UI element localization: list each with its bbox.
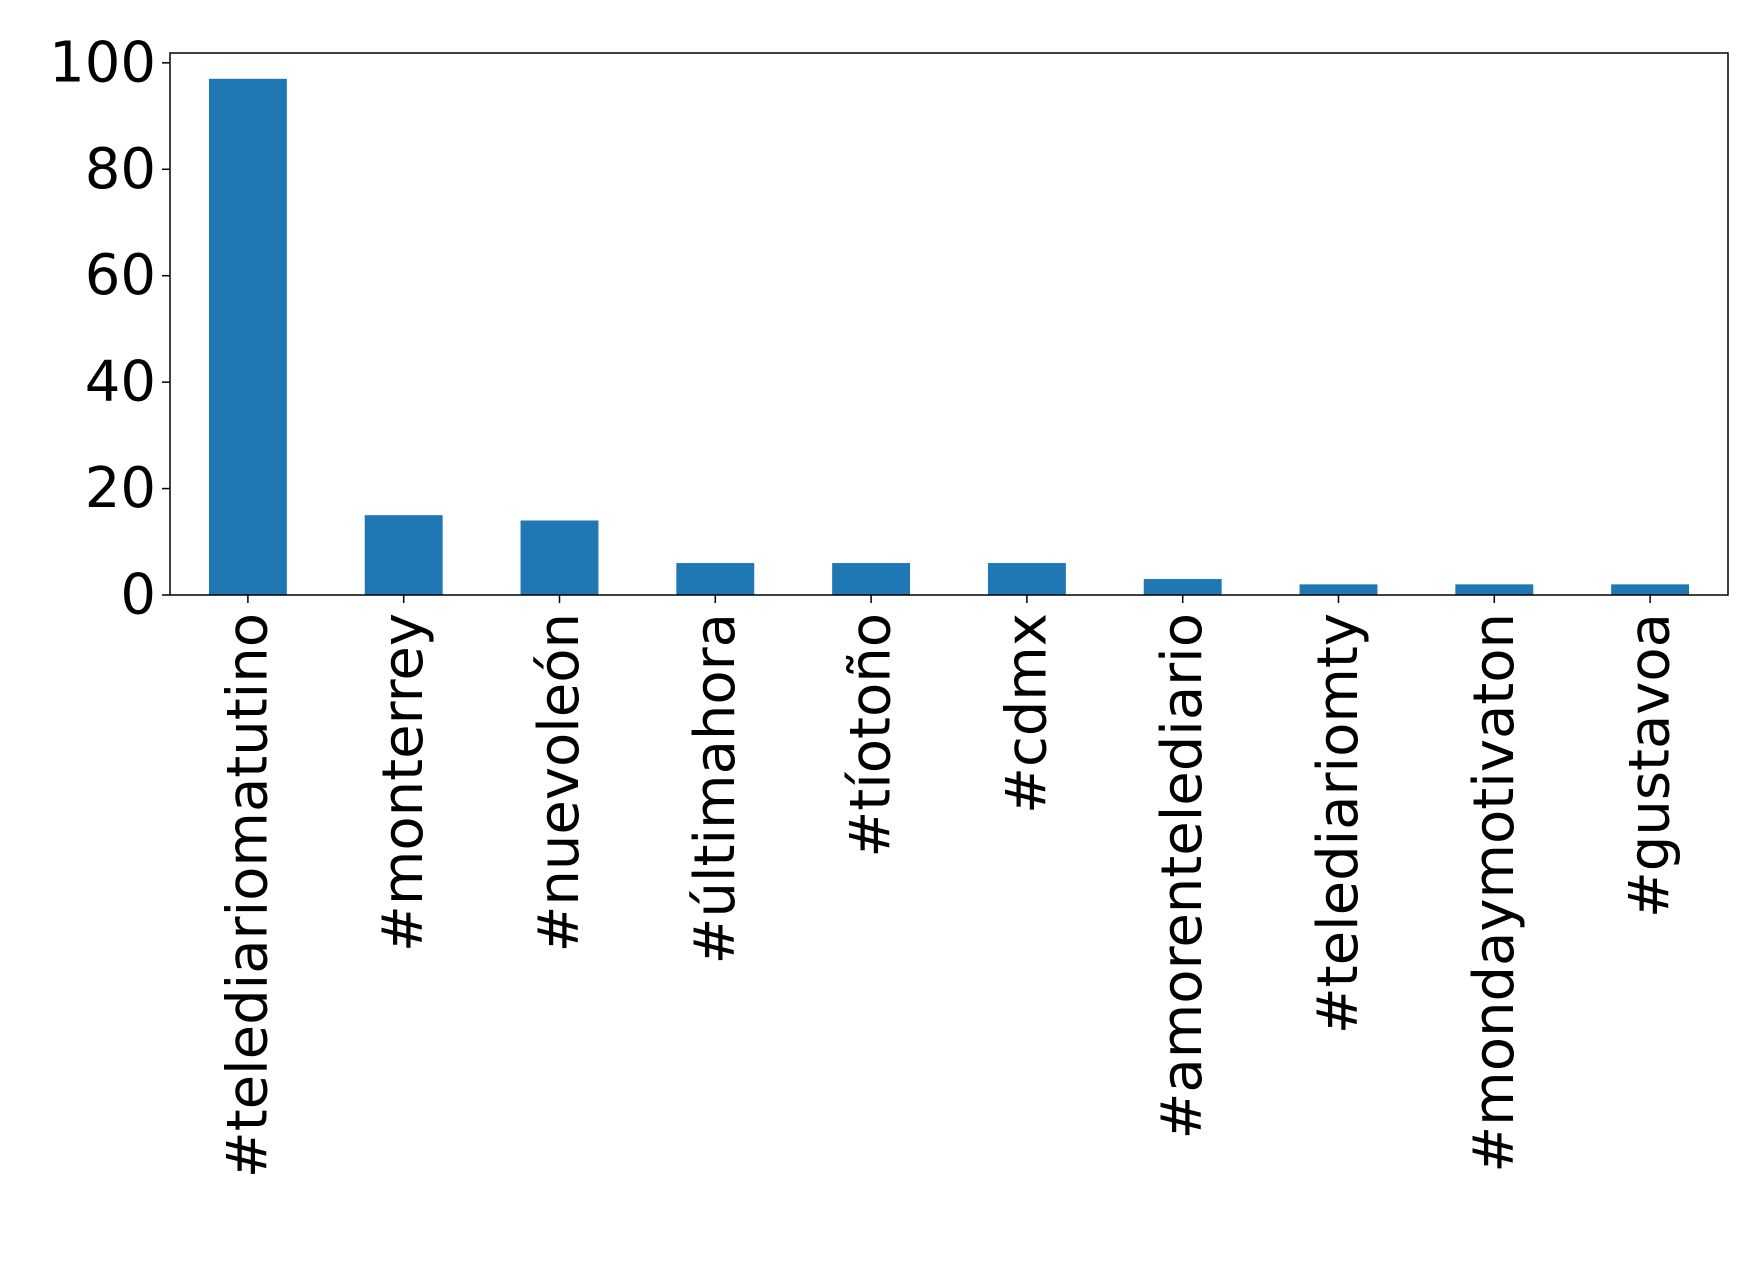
bar-gustavoa	[1611, 584, 1690, 595]
bar-tíotoño	[832, 563, 911, 595]
bar-telediariomatutino	[208, 78, 287, 596]
x-tick-label: #últimahora	[683, 613, 748, 964]
y-tick-label: 80	[85, 137, 156, 202]
bar-mondaymotivaton	[1455, 584, 1534, 595]
y-tick-label: 20	[85, 456, 156, 521]
x-tick-label: #cdmx	[994, 613, 1059, 814]
x-tick-label: #monterrey	[371, 613, 436, 952]
bar-amorentelediario	[1143, 579, 1222, 595]
bar-nuevoleón	[520, 520, 599, 595]
y-axis: 0 20 40 60 80 100	[49, 30, 170, 628]
bar-monterrey	[364, 515, 443, 595]
x-tick-label: #gustavoa	[1618, 613, 1683, 918]
y-tick-label: 60	[85, 243, 156, 308]
y-tick-label: 0	[120, 563, 156, 628]
x-tick-label: #tíotoño	[839, 613, 904, 858]
bars-layer	[208, 78, 1690, 596]
x-tick-label: #telediariomty	[1306, 613, 1371, 1034]
bar-últimahora	[676, 563, 755, 595]
x-tick-label: #mondaymotivaton	[1462, 613, 1527, 1173]
x-tick-label: #nuevoleón	[527, 613, 592, 953]
x-tick-label: #amorentelediario	[1150, 613, 1215, 1139]
x-tick-label: #telediariomatutino	[215, 613, 280, 1178]
bar-cdmx	[987, 563, 1066, 595]
bar-telediariomty	[1299, 584, 1378, 595]
y-tick-label: 100	[49, 30, 156, 95]
x-axis: #telediariomatutino #monterrey #nuevoleón #…	[215, 595, 1683, 1178]
y-tick-label: 40	[85, 350, 156, 415]
axes-frame	[169, 52, 1729, 596]
